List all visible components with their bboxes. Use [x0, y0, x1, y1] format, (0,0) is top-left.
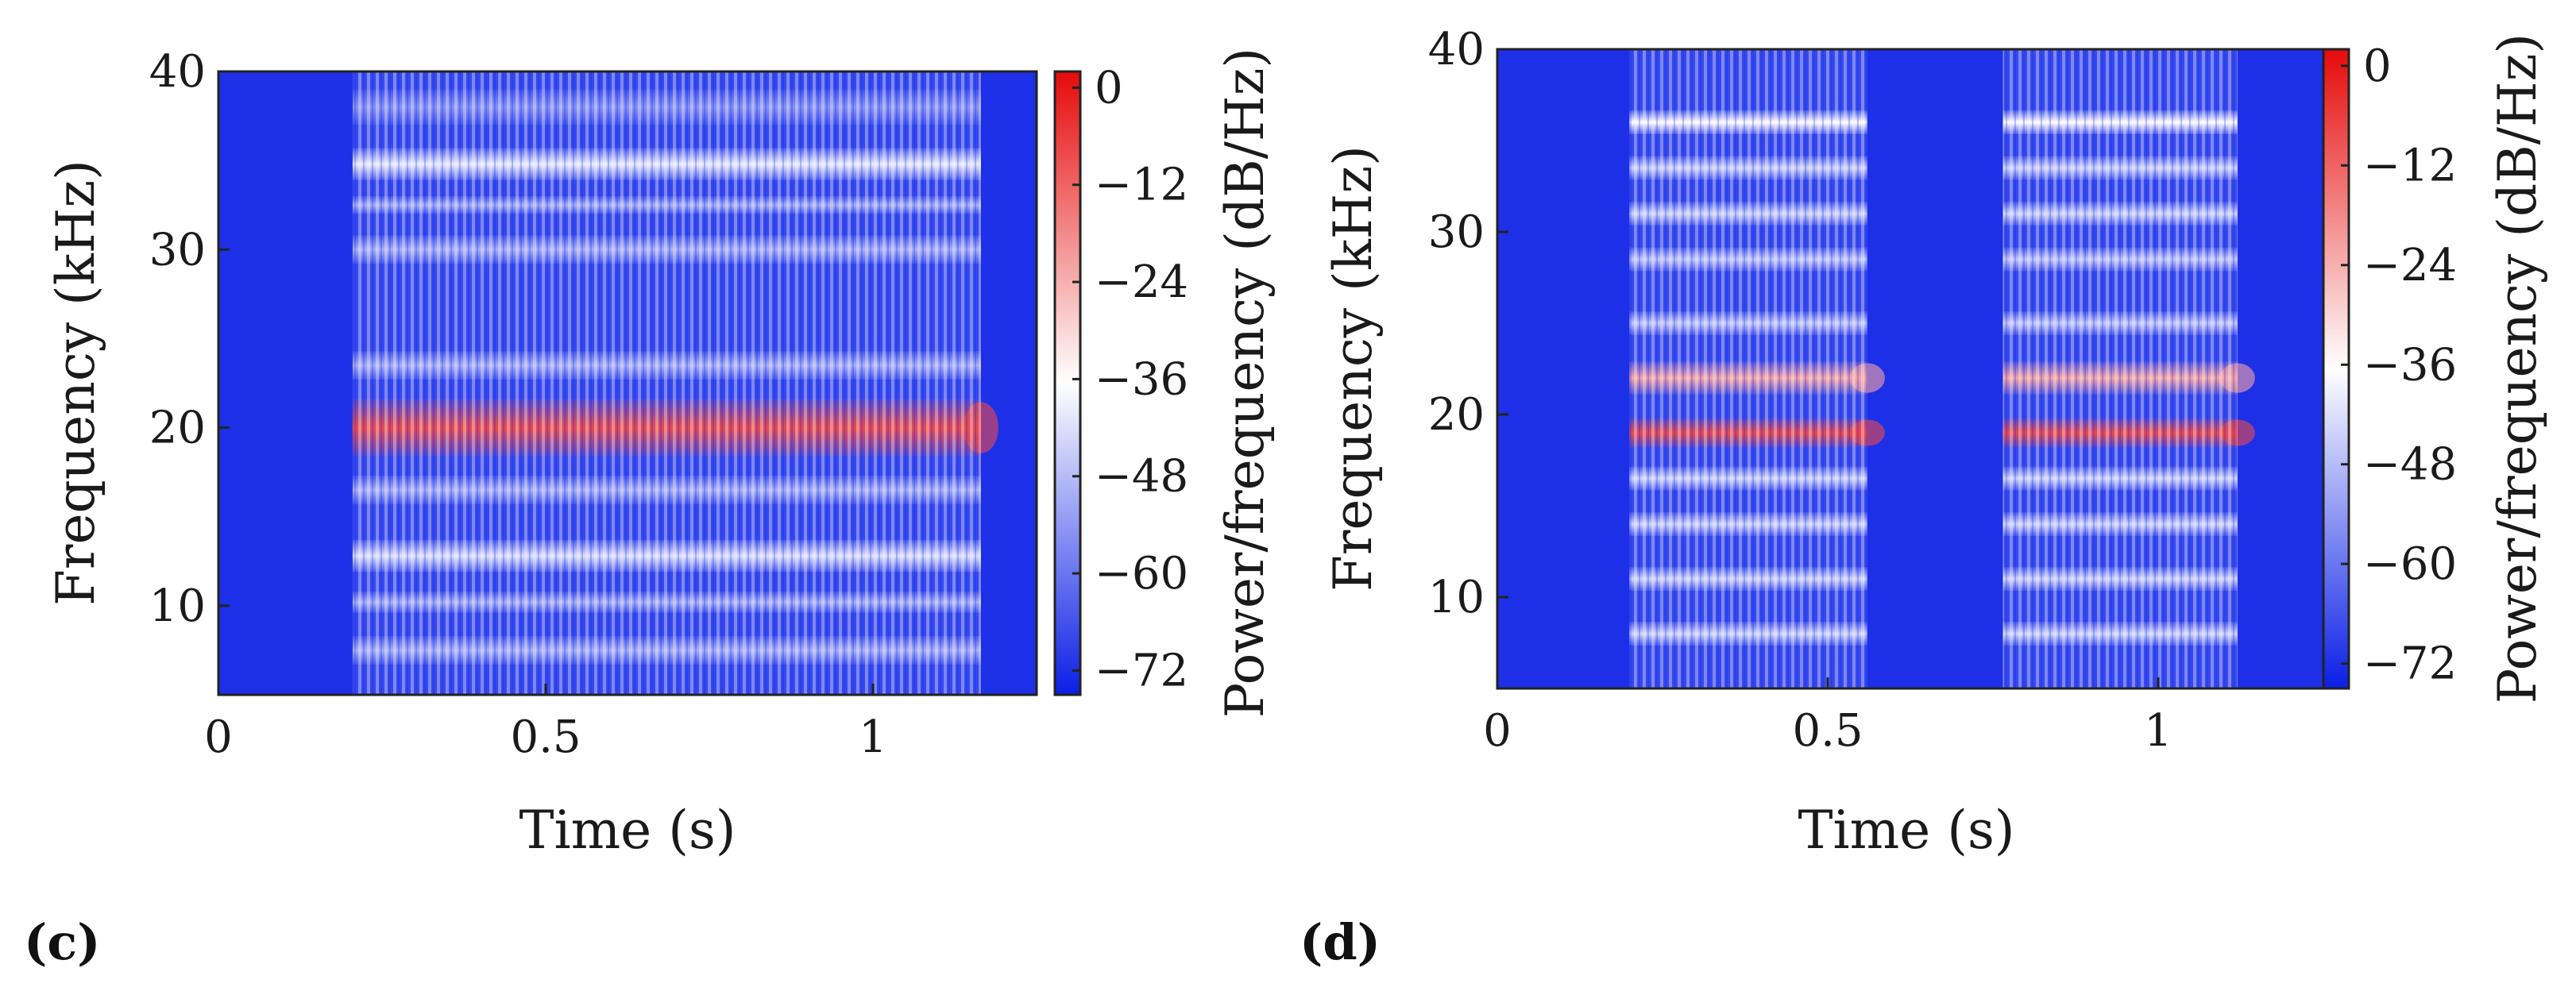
x-tick-label: 0.5 — [1792, 705, 1863, 757]
colorbar-c — [1053, 70, 1082, 696]
striations — [352, 71, 981, 695]
signal-segment — [1629, 49, 1885, 688]
panel-d: 0 0.5 1 10 20 30 40 0 −12 −24 −36 −48 −60 −72 Time (… — [1300, 24, 2548, 971]
y-tick-label: 20 — [149, 403, 206, 454]
y-axis-label-c: Frequency (kHz) — [45, 160, 106, 606]
spectrogram-d — [1497, 49, 2323, 688]
colorbar-tick-label: −48 — [2363, 439, 2457, 491]
colorbar-tick-label: −24 — [1095, 256, 1188, 308]
x-axis-label-d: Time (s) — [1798, 800, 2014, 861]
colorbar-d — [2322, 48, 2350, 690]
colorbar-tick-label: −72 — [1095, 645, 1188, 696]
spectrogram-c — [218, 71, 1037, 695]
colorbar-tick-label: −36 — [1095, 353, 1188, 405]
panel-label-d: (d) — [1300, 913, 1381, 971]
y-axis-label-d: Frequency (kHz) — [1323, 145, 1384, 592]
x-tick-label: 0 — [1483, 705, 1512, 757]
y-tick-label: 20 — [1428, 389, 1485, 441]
y-tick-label: 40 — [149, 46, 206, 98]
y-tick-label: 30 — [149, 224, 206, 276]
panel-c: 0 0.5 1 10 20 30 40 0 −12 −24 −36 −48 −60 −72 Time (… — [24, 46, 1276, 971]
signal-segment — [352, 71, 998, 695]
panel-label-c: (c) — [24, 913, 100, 971]
x-tick-label: 0 — [204, 711, 233, 763]
colorbar-tick-label: −60 — [1095, 548, 1188, 600]
y-tick-label: 30 — [1428, 206, 1485, 258]
x-tick-label: 0.5 — [510, 711, 581, 763]
colorbar-tick-label: 0 — [2363, 40, 2392, 92]
colorbar-tick-label: −24 — [2363, 240, 2457, 291]
colorbar-tick-label: −60 — [2363, 538, 2457, 590]
colorbar-tick-label: −12 — [2363, 140, 2457, 191]
y-tick-label: 40 — [1428, 24, 1485, 75]
y-tick-label: 10 — [149, 580, 206, 632]
x-tick-label: 1 — [859, 711, 887, 763]
colorbar-tick-label: 0 — [1095, 62, 1123, 114]
colorbar-tick-label: −72 — [2363, 638, 2457, 690]
colorbar-label-d: Power/frequency (dB/Hz) — [2487, 33, 2548, 704]
colorbar-ticks-d: 0 −12 −24 −36 −48 −60 −72 — [2341, 40, 2457, 690]
axis-ticks-c: 0 0.5 1 10 20 30 40 — [149, 46, 887, 763]
x-axis-label-c: Time (s) — [519, 800, 736, 861]
colorbar-label-c: Power/frequency (dB/Hz) — [1215, 48, 1276, 718]
x-tick-label: 1 — [2144, 705, 2172, 757]
plot-frame-c — [217, 70, 1038, 696]
colorbar-tick-label: −36 — [2363, 339, 2457, 391]
striations — [1629, 49, 1867, 688]
signal-segment — [2002, 49, 2255, 688]
colorbar-tick-label: −12 — [1095, 160, 1188, 211]
y-tick-label: 10 — [1428, 572, 1485, 623]
axis-ticks-d: 0 0.5 1 10 20 30 40 — [1428, 24, 2172, 757]
striations — [2002, 49, 2238, 688]
colorbar-tick-label: −48 — [1095, 451, 1188, 503]
colorbar-ticks-c: 0 −12 −24 −36 −48 −60 −72 — [1072, 62, 1188, 696]
